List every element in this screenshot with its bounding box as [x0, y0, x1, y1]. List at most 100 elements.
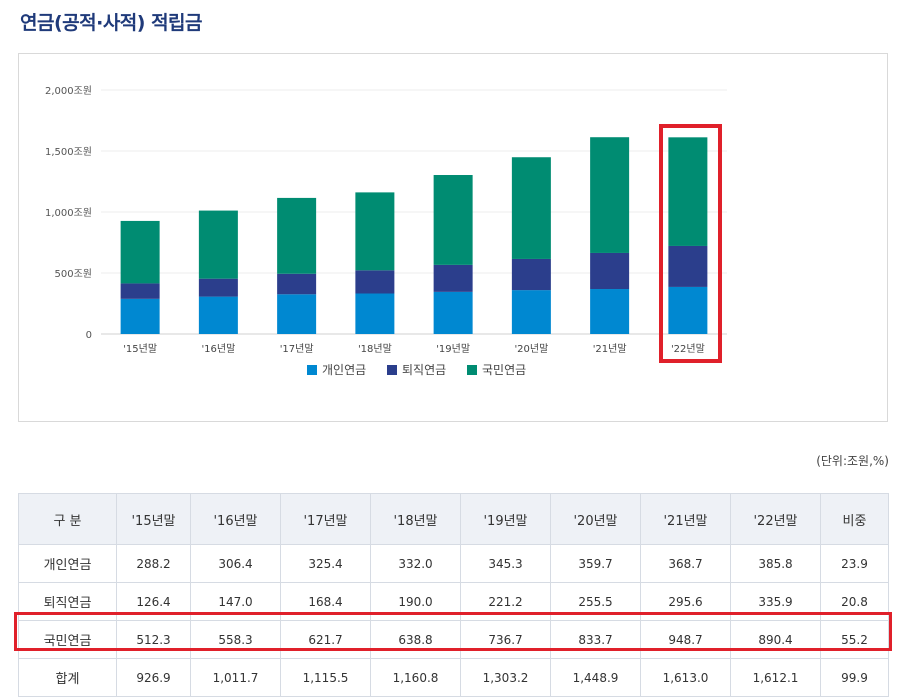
table-cell: 306.4	[190, 544, 281, 583]
table-cell: 1,115.5	[280, 658, 371, 697]
header-cell: 구 분	[18, 493, 117, 545]
y-tick-label: 500조원	[55, 268, 93, 280]
table-cell: 168.4	[280, 582, 371, 621]
table-cell: 926.9	[116, 658, 191, 697]
bar-segment	[590, 137, 630, 253]
table-cell: 23.9	[820, 544, 889, 583]
bar-segment	[277, 273, 317, 295]
header-cell: '15년말	[116, 493, 191, 545]
table-header-row: 구 분 '15년말 '16년말 '17년말 '18년말 '19년말 '20년말 …	[18, 493, 889, 545]
header-cell: '21년말	[640, 493, 731, 545]
bar-segment	[120, 298, 160, 334]
table-cell: 1,448.9	[550, 658, 641, 697]
bar-segment	[355, 270, 395, 294]
table-cell: 948.7	[640, 620, 731, 659]
bar-segment	[355, 293, 395, 334]
table-cell: 255.5	[550, 582, 641, 621]
bar-segment	[198, 278, 238, 297]
x-tick-label: '20년말	[514, 343, 548, 355]
x-tick-label: '18년말	[358, 343, 392, 355]
bar-segment	[590, 252, 630, 290]
table-cell: 325.4	[280, 544, 371, 583]
table-cell: 295.6	[640, 582, 731, 621]
bar-segment	[668, 286, 708, 334]
bar-segment	[433, 291, 473, 334]
table-cell: 147.0	[190, 582, 281, 621]
header-cell: '16년말	[190, 493, 281, 545]
table-cell: 736.7	[460, 620, 551, 659]
legend-swatch	[387, 365, 397, 375]
table-row: 퇴직연금 126.4 147.0 168.4 190.0 221.2 255.5…	[18, 582, 889, 621]
table-row: 개인연금 288.2 306.4 325.4 332.0 345.3 359.7…	[18, 544, 889, 583]
header-cell: '17년말	[280, 493, 371, 545]
table-cell: 833.7	[550, 620, 641, 659]
bar-segment	[120, 283, 160, 299]
x-tick-label: '22년말	[671, 343, 705, 355]
bar-segment	[511, 157, 551, 259]
table-cell: 359.7	[550, 544, 641, 583]
x-tick-label: '15년말	[123, 343, 157, 355]
bar-segment	[198, 296, 238, 334]
table-cell: 621.7	[280, 620, 371, 659]
header-cell: '20년말	[550, 493, 641, 545]
table-row-total: 합계 926.9 1,011.7 1,115.5 1,160.8 1,303.2…	[18, 658, 889, 697]
bar-segment	[668, 137, 708, 246]
header-cell: '19년말	[460, 493, 551, 545]
table-cell: 1,612.1	[730, 658, 821, 697]
table-cell: 345.3	[460, 544, 551, 583]
table-cell: 558.3	[190, 620, 281, 659]
table-cell: 368.7	[640, 544, 731, 583]
x-tick-label: '19년말	[436, 343, 470, 355]
table-cell: 1,011.7	[190, 658, 281, 697]
bar-segment	[198, 210, 238, 279]
y-tick-label: 0	[86, 330, 92, 341]
table-cell: 1,303.2	[460, 658, 551, 697]
table-cell: 1,160.8	[370, 658, 461, 697]
table-cell: 638.8	[370, 620, 461, 659]
table-cell: 890.4	[730, 620, 821, 659]
x-tick-label: '21년말	[593, 343, 627, 355]
x-tick-label: '16년말	[201, 343, 235, 355]
legend-swatch	[307, 365, 317, 375]
table-cell: 221.2	[460, 582, 551, 621]
bar-segment	[511, 290, 551, 334]
stacked-bar-chart: 0 500조원 1,000조원 1,500조원 2,000조원 '15년말 '16년말 '17…	[45, 85, 727, 377]
row-label: 퇴직연금	[18, 582, 117, 621]
bar-segment	[590, 289, 630, 334]
row-label: 개인연금	[18, 544, 117, 583]
x-tick-label: '17년말	[280, 343, 314, 355]
table-cell: 335.9	[730, 582, 821, 621]
header-cell: '22년말	[730, 493, 821, 545]
legend-label: 퇴직연금	[402, 363, 446, 377]
bar-segment	[277, 197, 317, 274]
table-row-highlighted: 국민연금 512.3 558.3 621.7 638.8 736.7 833.7…	[18, 620, 889, 659]
bar-segment	[355, 192, 395, 271]
row-label: 합계	[18, 658, 117, 697]
bar-segment	[511, 258, 551, 291]
table-cell: 126.4	[116, 582, 191, 621]
legend-swatch	[467, 365, 477, 375]
table-cell: 190.0	[370, 582, 461, 621]
bar-segment	[433, 175, 473, 265]
legend-label: 국민연금	[482, 363, 526, 377]
bar-segment	[277, 294, 317, 334]
pension-data-table: 구 분 '15년말 '16년말 '17년말 '18년말 '19년말 '20년말 …	[18, 493, 889, 697]
table-cell: 1,613.0	[640, 658, 731, 697]
table-cell: 20.8	[820, 582, 889, 621]
header-cell: '18년말	[370, 493, 461, 545]
y-tick-label: 1,000조원	[45, 207, 92, 219]
table-cell: 55.2	[820, 620, 889, 659]
bar-segment	[433, 264, 473, 292]
page-title: 연금(공적·사적) 적립금	[20, 12, 203, 34]
legend-label: 개인연금	[322, 363, 366, 377]
table-cell: 332.0	[370, 544, 461, 583]
table-cell: 385.8	[730, 544, 821, 583]
table-cell: 512.3	[116, 620, 191, 659]
table-cell: 288.2	[116, 544, 191, 583]
y-tick-label: 2,000조원	[45, 85, 92, 97]
unit-note: (단위:조원,%)	[816, 454, 889, 468]
row-label: 국민연금	[18, 620, 117, 659]
header-cell: 비중	[820, 493, 889, 545]
chart-container: 0 500조원 1,000조원 1,500조원 2,000조원 '15년말 '16년말 '17…	[18, 53, 888, 422]
bar-segment	[668, 245, 708, 287]
